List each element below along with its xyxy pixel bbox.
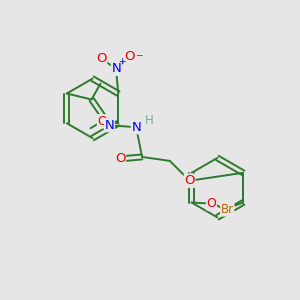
Text: Br: Br [221, 203, 234, 216]
Text: O: O [206, 197, 216, 210]
Text: N: N [111, 62, 121, 75]
Text: +: + [118, 57, 126, 66]
Text: O: O [184, 174, 195, 187]
Text: N: N [104, 119, 114, 132]
Text: O: O [96, 52, 107, 65]
Text: O: O [124, 50, 134, 63]
Text: N: N [131, 121, 141, 134]
Text: H: H [145, 114, 153, 127]
Text: −: − [135, 50, 143, 59]
Text: O: O [98, 115, 107, 128]
Text: O: O [115, 152, 125, 165]
